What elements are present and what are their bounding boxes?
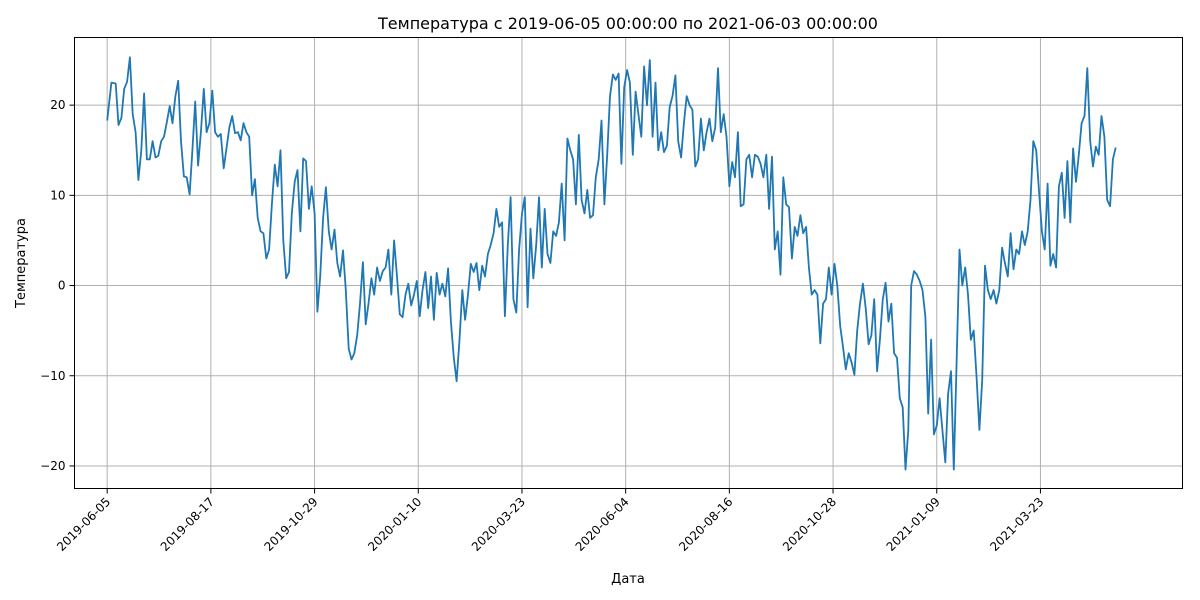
plot-frame [74,37,1183,489]
y-tick-label: −10 [40,369,65,383]
x-tick-label: 2019-10-29 [261,495,320,554]
y-tick-label: 0 [58,279,66,293]
y-tick-label: −20 [40,459,65,473]
x-tick-label: 2019-06-05 [54,495,113,554]
x-tick-label: 2021-01-09 [884,495,943,554]
series-layer [106,56,1117,471]
y-axis-label: Температура [14,218,29,309]
x-tick-label: 2020-01-10 [365,495,424,554]
y-tick-label: 20 [50,98,65,112]
x-axis-label: Дата [611,572,645,587]
x-tick-label: 2021-03-23 [987,495,1046,554]
grid-layer [74,37,1183,489]
x-tick-label: 2020-08-16 [676,495,735,554]
series-line-temperature [106,56,1117,471]
x-tick-label: 2020-06-04 [573,495,632,554]
x-tick-label: 2019-08-17 [158,495,217,554]
x-tick-label: 2020-03-23 [469,495,528,554]
chart-title: Температура с 2019-06-05 00:00:00 по 202… [377,14,878,33]
x-tick-label: 2020-10-28 [780,495,839,554]
y-tick-label: 10 [50,188,65,202]
